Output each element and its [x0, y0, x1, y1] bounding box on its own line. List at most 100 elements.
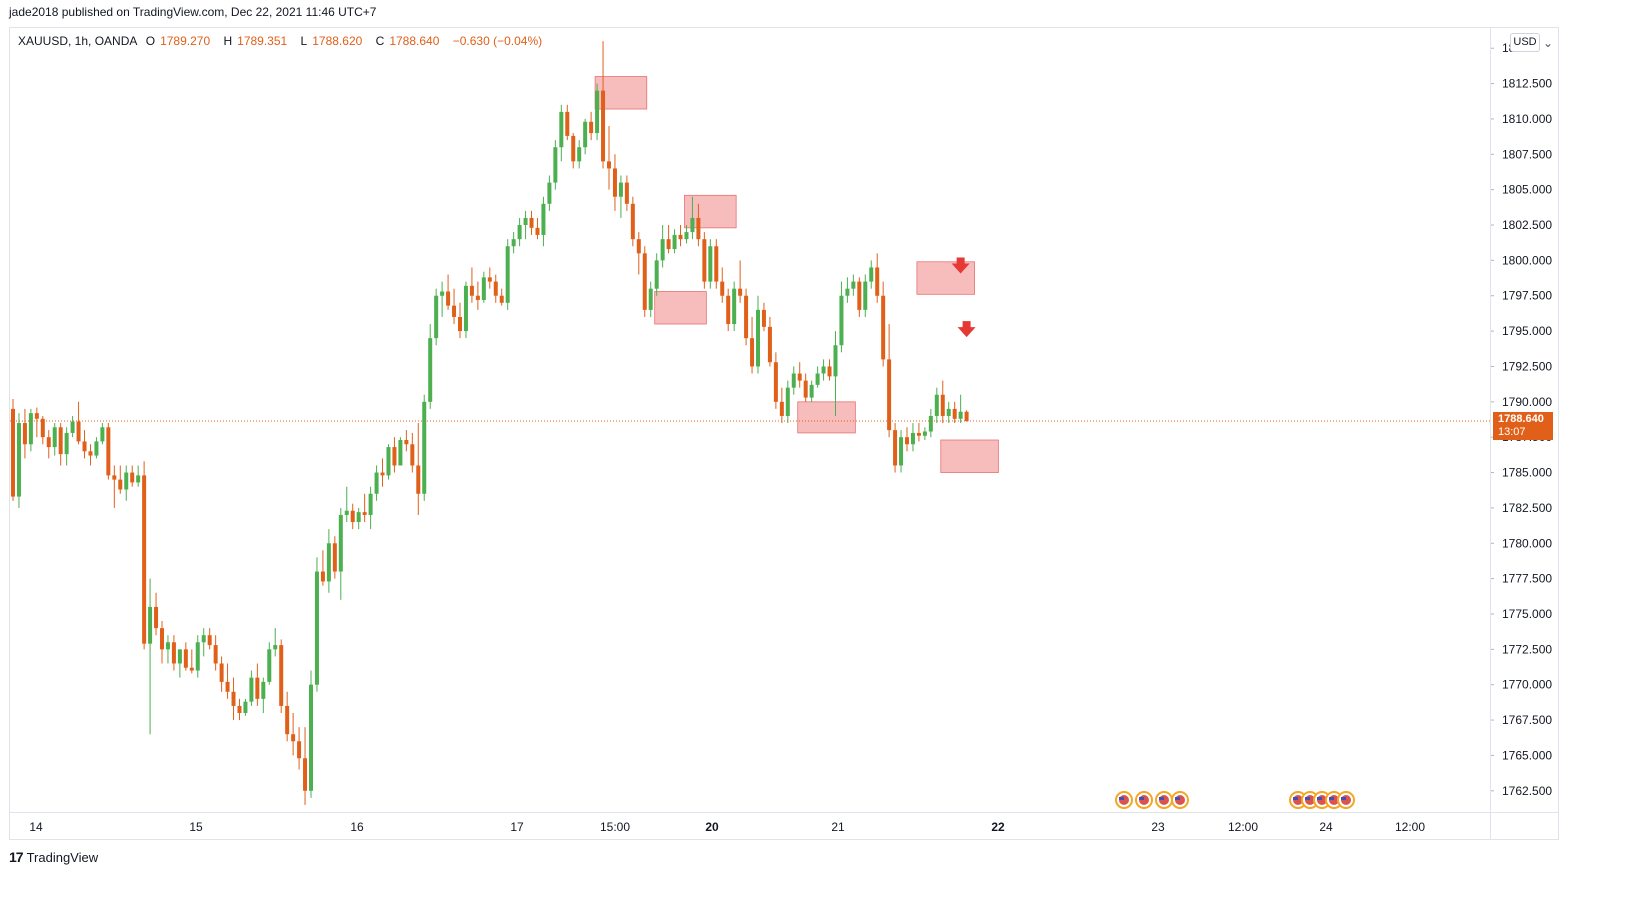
low-label: L	[300, 34, 308, 48]
candle-body	[255, 677, 260, 699]
price-tick-label: 1770.000	[1502, 678, 1552, 692]
candle-body	[750, 338, 755, 367]
price-tick-label: 1792.500	[1502, 359, 1552, 373]
candle-body	[475, 295, 480, 300]
candle-body	[70, 421, 75, 433]
candle-body	[660, 239, 665, 261]
candle-body	[887, 359, 892, 431]
candle-body	[428, 338, 433, 402]
price-tick-label: 1800.000	[1502, 253, 1552, 267]
candle-body	[362, 512, 367, 515]
supply-demand-zone	[654, 291, 707, 325]
arrow-down-icon	[957, 321, 976, 338]
price-tick-label: 1790.000	[1502, 395, 1552, 409]
candle-body	[207, 635, 212, 646]
candle-body	[338, 514, 343, 572]
candle-body	[446, 291, 451, 306]
us-flag-event-icon	[1337, 791, 1355, 809]
price-tick-label: 1780.000	[1502, 536, 1552, 550]
candle-body	[469, 285, 474, 296]
candle-body	[28, 413, 33, 445]
time-axis-border	[9, 812, 1559, 813]
candle-body	[851, 281, 856, 289]
candle-body	[541, 203, 546, 235]
candle-body	[106, 427, 111, 476]
candle-body	[165, 642, 170, 650]
candle-body	[934, 394, 939, 416]
candle-body	[154, 606, 159, 629]
high-value: 1789.351	[237, 34, 288, 48]
supply-demand-zone	[940, 439, 999, 473]
footer-brand[interactable]: 17 TradingView	[9, 849, 98, 865]
candle-body	[529, 217, 534, 228]
candle-body	[94, 441, 99, 456]
candle-body	[958, 411, 963, 419]
candle-body	[493, 281, 498, 296]
candle-body	[231, 691, 236, 706]
candle-body	[309, 684, 313, 791]
symbol-name[interactable]: XAUUSD, 1h, OANDA	[18, 34, 138, 48]
price-tick-label: 1810.000	[1502, 112, 1552, 126]
candle-body	[761, 309, 766, 327]
candle-body	[392, 447, 397, 466]
candle-body	[672, 234, 677, 250]
candle-body	[565, 111, 570, 136]
candle-body	[583, 121, 588, 148]
price-tick-label: 1772.500	[1502, 642, 1552, 656]
chart-left-border	[9, 27, 10, 840]
candle-body	[756, 309, 760, 367]
candle-body	[148, 606, 153, 644]
time-tick-label: 15:00	[600, 820, 630, 834]
candle-body	[303, 758, 308, 791]
candle-body	[88, 451, 93, 456]
candle-body	[374, 472, 379, 494]
candle-body	[434, 295, 439, 339]
chart-top-border	[9, 27, 1559, 28]
candle-body	[219, 663, 224, 682]
price-axis-border	[1490, 27, 1491, 840]
candle-body	[142, 475, 147, 644]
candle-body	[201, 635, 206, 643]
candle-body	[350, 510, 355, 523]
chevron-down-icon[interactable]: ⌄	[1543, 36, 1554, 50]
candle-body	[916, 432, 921, 436]
candle-body	[261, 681, 266, 699]
candle-body	[112, 475, 117, 480]
candle-body	[714, 246, 719, 282]
candle-body	[291, 734, 296, 742]
candle-body	[82, 441, 87, 452]
time-tick-label: 21	[831, 820, 845, 834]
candle-body	[779, 401, 784, 416]
candle-body	[273, 645, 278, 650]
arrow-down-icon	[951, 257, 970, 274]
price-tick-label: 1782.500	[1502, 501, 1552, 515]
candle-body	[344, 510, 349, 515]
candle-body	[314, 571, 319, 685]
candle-body	[791, 373, 796, 388]
candle-body	[899, 437, 904, 466]
candle-body	[76, 421, 81, 442]
price-tick-label: 1797.500	[1502, 289, 1552, 303]
candle-body	[416, 465, 421, 494]
candle-body	[386, 447, 391, 476]
candle-body	[58, 427, 63, 455]
candle-body	[857, 281, 862, 310]
price-tick-label: 1762.500	[1502, 784, 1552, 798]
candle-body	[636, 239, 641, 254]
candle-body	[243, 701, 248, 713]
candle-body	[845, 288, 850, 296]
candle-body	[410, 444, 415, 466]
candle-body	[940, 394, 945, 416]
candle-body	[797, 373, 802, 381]
candle-body	[696, 217, 701, 240]
close-label: C	[375, 34, 385, 48]
low-value: 1788.620	[312, 34, 363, 48]
currency-button[interactable]: USD	[1510, 33, 1540, 52]
candle-body	[487, 277, 492, 282]
candle-body	[463, 285, 468, 332]
price-tick-label: 1777.500	[1502, 572, 1552, 586]
us-flag-event-icon	[1155, 791, 1173, 809]
candle-body	[398, 440, 403, 466]
